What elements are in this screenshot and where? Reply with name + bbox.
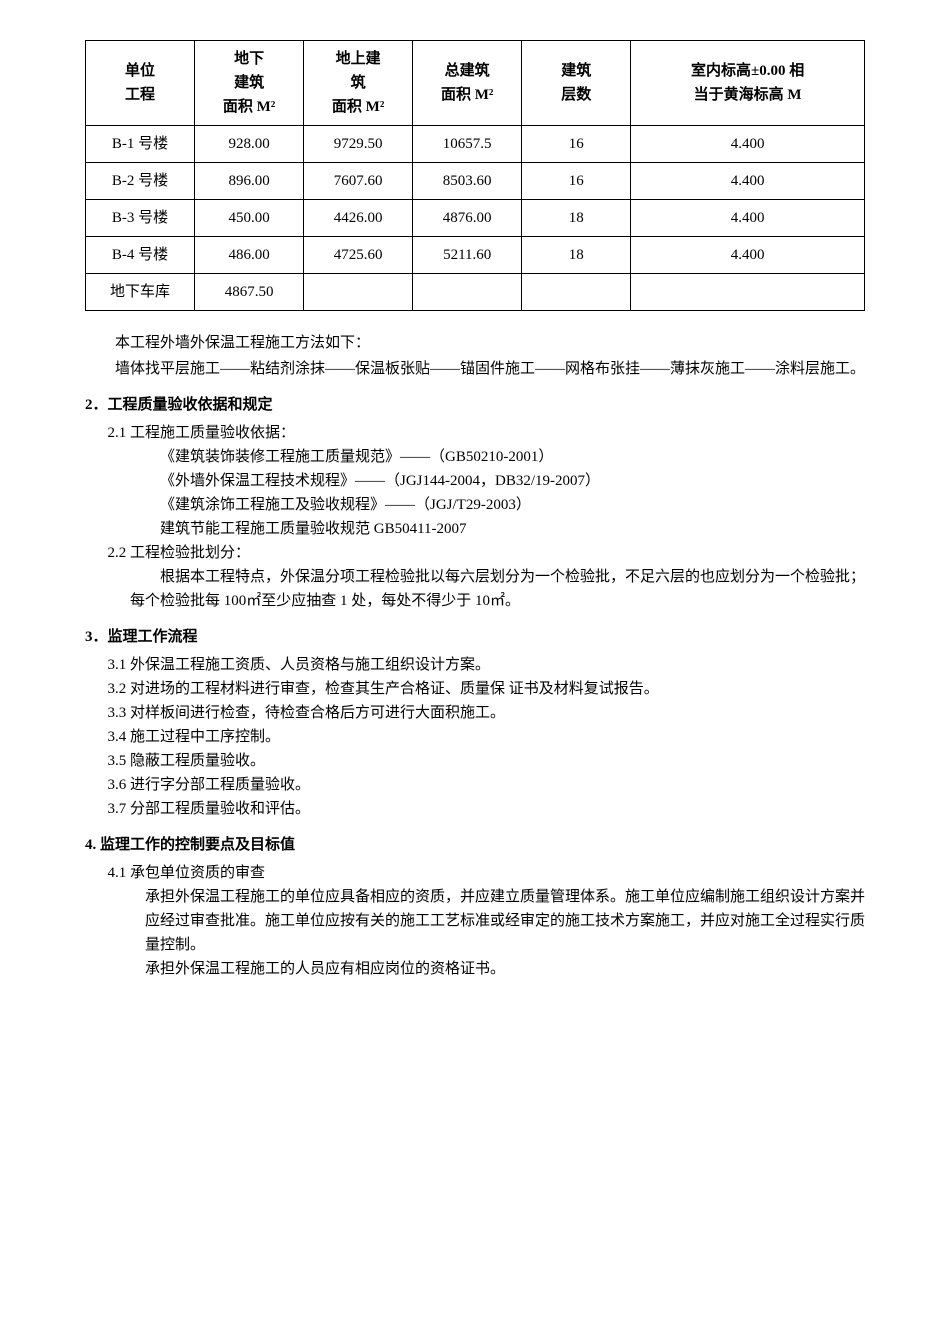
table-cell: 9729.50 — [304, 126, 413, 163]
table-body: B-1 号楼928.009729.5010657.5164.400B-2 号楼8… — [86, 126, 865, 311]
section-3-heading: 3．监理工作流程 — [85, 625, 865, 649]
table-cell — [413, 274, 522, 311]
s21-title: 2.1 工程施工质量验收依据： — [108, 421, 866, 445]
intro-p1: 本工程外墙外保温工程施工方法如下： — [85, 331, 865, 355]
table-cell: 928.00 — [195, 126, 304, 163]
table-cell: B-4 号楼 — [86, 237, 195, 274]
table-cell: 10657.5 — [413, 126, 522, 163]
table-cell: B-3 号楼 — [86, 200, 195, 237]
s22-body: 根据本工程特点，外保温分项工程检验批以每六层划分为一个检验批，不足六层的也应划分… — [130, 565, 865, 613]
s21-item: 《建筑涂饰工程施工及验收规程》——（JGJ/T29-2003） — [160, 493, 865, 517]
s41-body2: 承担外保温工程施工的人员应有相应岗位的资格证书。 — [145, 957, 865, 981]
table-header-row: 单位工程 地下建筑面积 M² 地上建筑面积 M² 总建筑面积 M² 建筑层数 室… — [86, 41, 865, 126]
table-cell: 16 — [522, 163, 631, 200]
table-cell: 18 — [522, 237, 631, 274]
section-4-heading: 4. 监理工作的控制要点及目标值 — [85, 833, 865, 857]
table-row: B-1 号楼928.009729.5010657.5164.400 — [86, 126, 865, 163]
s21-item: 《建筑装饰装修工程施工质量规范》——（GB50210-2001） — [160, 445, 865, 469]
s3-item: 3.3 对样板间进行检查，待检查合格后方可进行大面积施工。 — [108, 701, 866, 725]
table-cell: 8503.60 — [413, 163, 522, 200]
table-cell: 486.00 — [195, 237, 304, 274]
table-cell: B-2 号楼 — [86, 163, 195, 200]
s3-item: 3.4 施工过程中工序控制。 — [108, 725, 866, 749]
table-row: 地下车库4867.50 — [86, 274, 865, 311]
table-cell: 4.400 — [631, 163, 865, 200]
building-area-table: 单位工程 地下建筑面积 M² 地上建筑面积 M² 总建筑面积 M² 建筑层数 室… — [85, 40, 865, 311]
table-cell: 5211.60 — [413, 237, 522, 274]
s21-item: 《外墙外保温工程技术规程》——（JGJ144-2004，DB32/19-2007… — [160, 469, 865, 493]
col-unit: 单位工程 — [86, 41, 195, 126]
table-cell: B-1 号楼 — [86, 126, 195, 163]
s3-item: 3.2 对进场的工程材料进行审查，检查其生产合格证、质量保 证书及材料复试报告。 — [108, 677, 866, 701]
table-cell: 450.00 — [195, 200, 304, 237]
col-total: 总建筑面积 M² — [413, 41, 522, 126]
s41-title: 4.1 承包单位资质的审查 — [108, 861, 866, 885]
s22-title: 2.2 工程检验批划分： — [108, 541, 866, 565]
col-elevation: 室内标高±0.00 相当于黄海标高 M — [631, 41, 865, 126]
table-cell: 896.00 — [195, 163, 304, 200]
s3-item: 3.7 分部工程质量验收和评估。 — [108, 797, 866, 821]
table-cell — [522, 274, 631, 311]
table-cell: 4.400 — [631, 237, 865, 274]
col-floors: 建筑层数 — [522, 41, 631, 126]
table-row: B-4 号楼486.004725.605211.60184.400 — [86, 237, 865, 274]
table-cell: 4867.50 — [195, 274, 304, 311]
s3-item: 3.1 外保温工程施工资质、人员资格与施工组织设计方案。 — [108, 653, 866, 677]
s3-item: 3.6 进行字分部工程质量验收。 — [108, 773, 866, 797]
s3-item: 3.5 隐蔽工程质量验收。 — [108, 749, 866, 773]
table-cell — [631, 274, 865, 311]
table-cell: 4876.00 — [413, 200, 522, 237]
table-row: B-2 号楼896.007607.608503.60164.400 — [86, 163, 865, 200]
table-cell: 18 — [522, 200, 631, 237]
table-cell: 4725.60 — [304, 237, 413, 274]
table-cell: 16 — [522, 126, 631, 163]
table-row: B-3 号楼450.004426.004876.00184.400 — [86, 200, 865, 237]
col-aboveground: 地上建筑面积 M² — [304, 41, 413, 126]
table-cell: 4426.00 — [304, 200, 413, 237]
s41-body1: 承担外保温工程施工的单位应具备相应的资质，并应建立质量管理体系。施工单位应编制施… — [145, 885, 865, 957]
table-cell: 7607.60 — [304, 163, 413, 200]
table-cell: 4.400 — [631, 200, 865, 237]
table-cell: 地下车库 — [86, 274, 195, 311]
section-2-heading: 2．工程质量验收依据和规定 — [85, 393, 865, 417]
s21-item: 建筑节能工程施工质量验收规范 GB50411-2007 — [160, 517, 865, 541]
table-cell — [304, 274, 413, 311]
table-cell: 4.400 — [631, 126, 865, 163]
intro-p2: 墙体找平层施工——粘结剂涂抹——保温板张贴——锚固件施工——网格布张挂——薄抹灰… — [85, 357, 865, 381]
col-underground: 地下建筑面积 M² — [195, 41, 304, 126]
